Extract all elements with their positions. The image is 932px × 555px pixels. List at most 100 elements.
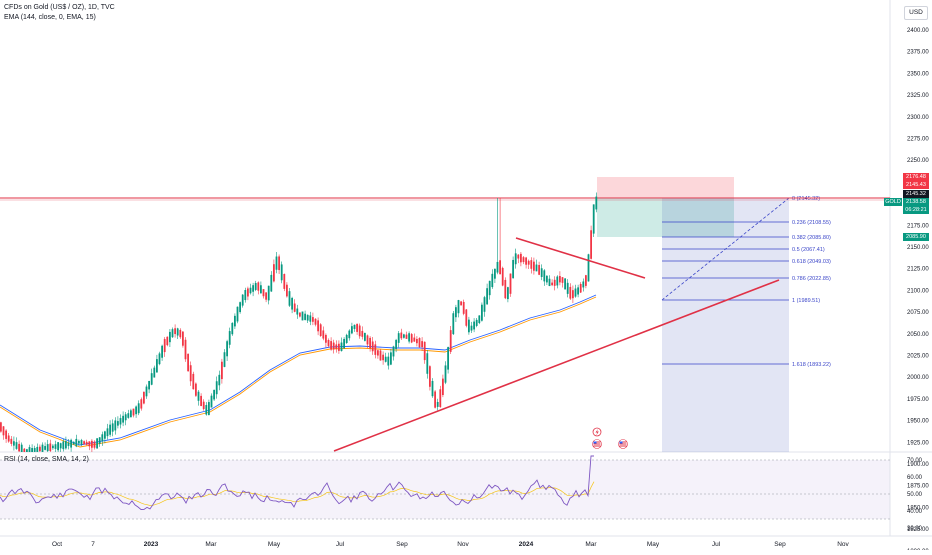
currency-button[interactable]: USD [904, 6, 928, 20]
candle-body[interactable] [520, 254, 522, 262]
candle-body[interactable] [130, 410, 132, 417]
candle-body[interactable] [112, 423, 114, 431]
candle-body[interactable] [42, 445, 44, 452]
candle-body[interactable] [229, 331, 231, 345]
candle-body[interactable] [34, 448, 36, 452]
candle-body[interactable] [354, 325, 356, 329]
candle-body[interactable] [341, 343, 343, 351]
candle-body[interactable] [86, 442, 88, 445]
candle-body[interactable] [291, 298, 293, 310]
candle-body[interactable] [0, 422, 2, 431]
candle-body[interactable] [47, 444, 49, 451]
candle-body[interactable] [161, 346, 163, 358]
candle-body[interactable] [135, 406, 137, 414]
candle-body[interactable] [13, 441, 15, 445]
candle-body[interactable] [538, 265, 540, 275]
symbol-title[interactable]: CFDs on Gold (US$ / OZ), 1D, TVC [4, 4, 115, 11]
candle-body[interactable] [541, 268, 543, 277]
candle-body[interactable] [174, 328, 176, 334]
candle-body[interactable] [372, 341, 374, 351]
candle-body[interactable] [387, 357, 389, 366]
candle-body[interactable] [572, 290, 574, 298]
candle-body[interactable] [530, 260, 532, 269]
candle-body[interactable] [486, 288, 488, 304]
candle-body[interactable] [369, 338, 371, 348]
candle-body[interactable] [3, 426, 5, 435]
candle-body[interactable] [60, 443, 62, 448]
candle-body[interactable] [577, 287, 579, 294]
candle-body[interactable] [590, 230, 592, 259]
candle-body[interactable] [395, 340, 397, 349]
candle-body[interactable] [437, 402, 439, 407]
candle-body[interactable] [510, 274, 512, 294]
candle-body[interactable] [484, 297, 486, 312]
candle-body[interactable] [218, 375, 220, 385]
candle-body[interactable] [390, 352, 392, 364]
candle-body[interactable] [468, 320, 470, 333]
candle-body[interactable] [403, 334, 405, 337]
candle-body[interactable] [377, 350, 379, 355]
candle-body[interactable] [556, 277, 558, 286]
candle-body[interactable] [133, 409, 135, 416]
candle-body[interactable] [224, 352, 226, 367]
candle-body[interactable] [164, 339, 166, 352]
candle-body[interactable] [478, 315, 480, 323]
candle-body[interactable] [515, 253, 517, 264]
candle-body[interactable] [104, 431, 106, 438]
candle-body[interactable] [460, 301, 462, 305]
candle-body[interactable] [172, 329, 174, 337]
candle-body[interactable] [187, 354, 189, 371]
candle-body[interactable] [325, 335, 327, 343]
candle-body[interactable] [504, 280, 506, 298]
candle-body[interactable] [346, 335, 348, 343]
candle-body[interactable] [361, 331, 363, 337]
candle-body[interactable] [179, 330, 181, 337]
candle-body[interactable] [75, 439, 77, 447]
candle-body[interactable] [442, 379, 444, 395]
candle-body[interactable] [39, 447, 41, 451]
candle-body[interactable] [364, 333, 366, 341]
candle-body[interactable] [83, 441, 85, 444]
candle-body[interactable] [211, 396, 213, 408]
candle-body[interactable] [265, 292, 267, 299]
candle-body[interactable] [120, 418, 122, 424]
lightning-icon[interactable] [593, 428, 601, 436]
candle-body[interactable] [109, 425, 111, 435]
candle-body[interactable] [190, 365, 192, 381]
candle-body[interactable] [44, 446, 46, 450]
candle-body[interactable] [99, 437, 101, 444]
candle-body[interactable] [307, 315, 309, 321]
candle-body[interactable] [489, 281, 491, 295]
candle-body[interactable] [432, 381, 434, 396]
candle-body[interactable] [465, 309, 467, 325]
candle-body[interactable] [580, 284, 582, 293]
candle-body[interactable] [299, 312, 301, 316]
candle-body[interactable] [156, 359, 158, 372]
candle-body[interactable] [140, 399, 142, 408]
candle-body[interactable] [416, 339, 418, 343]
candle-body[interactable] [517, 255, 519, 259]
candle-body[interactable] [159, 353, 161, 364]
candle-body[interactable] [117, 421, 119, 426]
candle-body[interactable] [23, 449, 25, 452]
candle-body[interactable] [335, 344, 337, 348]
candle-body[interactable] [595, 197, 597, 210]
candle-body[interactable] [507, 287, 509, 299]
candle-body[interactable] [255, 283, 257, 290]
candle-body[interactable] [585, 275, 587, 286]
ema-indicator-label[interactable]: EMA (144, close, 0, EMA, 15) [4, 14, 96, 21]
candle-body[interactable] [52, 446, 54, 448]
candle-body[interactable] [65, 441, 67, 448]
candle-body[interactable] [328, 340, 330, 346]
candle-body[interactable] [525, 258, 527, 265]
candle-body[interactable] [198, 392, 200, 401]
candle-body[interactable] [455, 307, 457, 317]
candle-body[interactable] [406, 335, 408, 339]
candle-body[interactable] [304, 314, 306, 320]
candle-body[interactable] [564, 278, 566, 289]
candle-body[interactable] [398, 333, 400, 343]
candle-body[interactable] [528, 261, 530, 265]
candle-body[interactable] [263, 289, 265, 296]
candle-body[interactable] [26, 449, 28, 452]
